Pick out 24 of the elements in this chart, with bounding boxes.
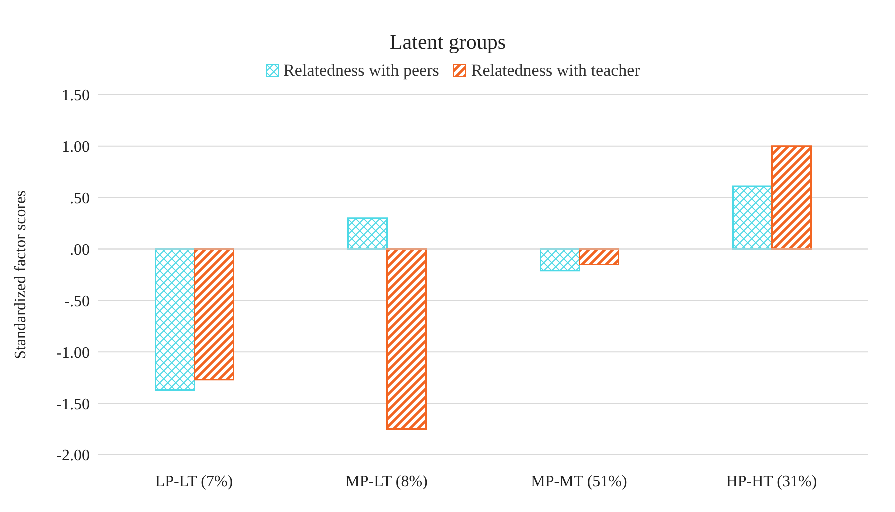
bar	[348, 218, 388, 250]
bar	[194, 248, 234, 381]
bar	[540, 248, 580, 272]
bar	[732, 186, 773, 250]
legend-label: Relatedness with peers	[282, 61, 440, 81]
x-tick-label: LP-LT (7%)	[155, 473, 234, 490]
chart-title: Latent groups	[388, 29, 508, 55]
bar	[155, 248, 196, 391]
y-tick-label: .00	[70, 242, 90, 259]
y-tick-label: -1.50	[56, 396, 90, 414]
y-tick-label: -2.00	[56, 448, 90, 465]
bar	[772, 146, 812, 250]
bar	[386, 248, 427, 430]
legend-label: Relatedness with teacher	[470, 61, 640, 81]
x-tick-label: HP-HT (31%)	[726, 473, 818, 490]
y-tick-label: 1.00	[62, 139, 90, 156]
y-tick-label: -1.00	[56, 344, 90, 362]
y-tick-label: 1.50	[62, 88, 90, 105]
y-axis-title: Standardized factor scores	[12, 190, 30, 360]
bar	[579, 248, 620, 266]
y-tick-label: .50	[70, 190, 90, 208]
x-tick-label: MP-MT (51%)	[531, 473, 628, 490]
x-tick-label: MP-LT (8%)	[346, 473, 428, 490]
y-tick-label: -.50	[64, 293, 90, 310]
